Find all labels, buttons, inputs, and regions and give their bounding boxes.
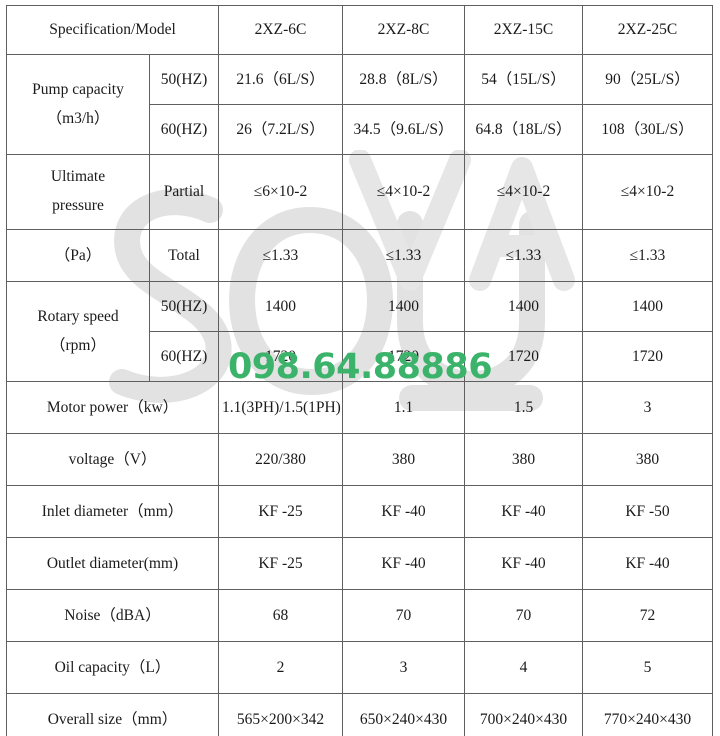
- ultimate-pressure-label-line2: pressure: [52, 197, 104, 214]
- pump-capacity-label-line2: （m3/h）: [46, 109, 110, 127]
- ultimate-pressure-partial-value-1: ≤6×10-2: [218, 154, 343, 230]
- pump-capacity-50hz-value-2: 28.8（8L/S）: [342, 54, 465, 105]
- rotary-speed-label-line1: Rotary speed: [37, 307, 119, 325]
- outlet-diameter-value-2: KF -40: [342, 537, 465, 590]
- rotary-speed-sub-60hz: 60(HZ): [149, 331, 219, 382]
- rotary-speed-60hz-value-4: 1720: [582, 331, 713, 382]
- ultimate-pressure-total-value-1: ≤1.33: [218, 229, 343, 282]
- table-header-row: Specification/Model 2XZ-6C 2XZ-8C 2XZ-15…: [6, 5, 713, 55]
- row-label-noise: Noise（dBA）: [6, 589, 219, 642]
- inlet-diameter-value-4: KF -50: [582, 485, 713, 538]
- row-label-overall-size: Overall size（mm）: [6, 693, 219, 736]
- oil-capacity-value-3: 4: [464, 641, 583, 694]
- inlet-diameter-value-2: KF -40: [342, 485, 465, 538]
- row-label-ultimate-pressure: Ultimate pressure: [6, 154, 150, 230]
- voltage-value-4: 380: [582, 433, 713, 486]
- ultimate-pressure-label-line1: Ultimate: [50, 168, 106, 186]
- table-row: Pump capacity （m3/h） 50(HZ) 21.6（6L/S） 2…: [6, 54, 713, 155]
- pump-capacity-60hz-value-4: 108（30L/S）: [582, 104, 713, 155]
- rotary-speed-label-line2: （rpm）: [50, 336, 106, 354]
- pump-capacity-label-line1: Pump capacity: [32, 80, 124, 98]
- ultimate-pressure-total-value-3: ≤1.33: [464, 229, 583, 282]
- table-row: Noise（dBA） 68 70 70 72: [6, 589, 713, 642]
- motor-power-value-3: 1.5: [464, 381, 583, 434]
- motor-power-value-1: 1.1(3PH)/1.5(1PH): [218, 381, 343, 434]
- pump-capacity-60hz-value-2: 34.5（9.6L/S）: [342, 104, 465, 155]
- oil-capacity-value-2: 3: [342, 641, 465, 694]
- pump-capacity-sub-50hz: 50(HZ): [149, 54, 219, 105]
- row-label-oil-capacity: Oil capacity（L）: [6, 641, 219, 694]
- pump-capacity-50hz-value-1: 21.6（6L/S）: [218, 54, 343, 105]
- overall-size-value-4: 770×240×430: [582, 693, 713, 736]
- noise-value-1: 68: [218, 589, 343, 642]
- table-row: Ultimate pressure Partial ≤6×10-2 ≤4×10-…: [6, 154, 713, 230]
- overall-size-value-1: 565×200×342: [218, 693, 343, 736]
- rotary-speed-60hz-value-3: 1720: [464, 331, 583, 382]
- header-model-3: 2XZ-15C: [464, 5, 583, 55]
- rotary-speed-50hz-value-3: 1400: [464, 281, 583, 332]
- table-row: voltage（V） 220/380 380 380 380: [6, 433, 713, 486]
- pump-capacity-60hz-value-3: 64.8（18L/S）: [464, 104, 583, 155]
- outlet-diameter-value-1: KF -25: [218, 537, 343, 590]
- header-model-2: 2XZ-8C: [342, 5, 465, 55]
- ultimate-pressure-sub-total: Total: [149, 229, 219, 282]
- motor-power-value-4: 3: [582, 381, 713, 434]
- header-model-1: 2XZ-6C: [218, 5, 343, 55]
- ultimate-pressure-total-value-2: ≤1.33: [342, 229, 465, 282]
- row-label-outlet-diameter: Outlet diameter(mm): [6, 537, 219, 590]
- pump-capacity-60hz-value-1: 26（7.2L/S）: [218, 104, 343, 155]
- ultimate-pressure-partial-value-3: ≤4×10-2: [464, 154, 583, 230]
- table-row: （Pa） Total ≤1.33 ≤1.33 ≤1.33 ≤1.33: [6, 229, 713, 282]
- rotary-speed-50hz-value-2: 1400: [342, 281, 465, 332]
- voltage-value-3: 380: [464, 433, 583, 486]
- table-row: Outlet diameter(mm) KF -25 KF -40 KF -40…: [6, 537, 713, 590]
- oil-capacity-value-1: 2: [218, 641, 343, 694]
- ultimate-pressure-total-value-4: ≤1.33: [582, 229, 713, 282]
- outlet-diameter-value-4: KF -40: [582, 537, 713, 590]
- row-label-inlet-diameter: Inlet diameter（mm）: [6, 485, 219, 538]
- ultimate-pressure-partial-value-2: ≤4×10-2: [342, 154, 465, 230]
- noise-value-4: 72: [582, 589, 713, 642]
- ultimate-pressure-partial-value-4: ≤4×10-2: [582, 154, 713, 230]
- motor-power-value-2: 1.1: [342, 381, 465, 434]
- voltage-value-1: 220/380: [218, 433, 343, 486]
- overall-size-value-3: 700×240×430: [464, 693, 583, 736]
- table-row: Oil capacity（L） 2 3 4 5: [6, 641, 713, 694]
- rotary-speed-60hz-value-1: 1720: [218, 331, 343, 382]
- pump-capacity-sub-60hz: 60(HZ): [149, 104, 219, 155]
- oil-capacity-value-4: 5: [582, 641, 713, 694]
- overall-size-value-2: 650×240×430: [342, 693, 465, 736]
- inlet-diameter-value-3: KF -40: [464, 485, 583, 538]
- row-label-pump-capacity: Pump capacity （m3/h）: [6, 54, 150, 155]
- table-row: Inlet diameter（mm） KF -25 KF -40 KF -40 …: [6, 485, 713, 538]
- ultimate-pressure-sub-partial: Partial: [149, 154, 219, 230]
- table-row: Motor power（kw） 1.1(3PH)/1.5(1PH) 1.1 1.…: [6, 381, 713, 434]
- rotary-speed-60hz-value-2: 1720: [342, 331, 465, 382]
- header-model-4: 2XZ-25C: [582, 5, 713, 55]
- row-label-pressure-unit: （Pa）: [6, 229, 150, 282]
- row-label-voltage: voltage（V）: [6, 433, 219, 486]
- noise-value-2: 70: [342, 589, 465, 642]
- voltage-value-2: 380: [342, 433, 465, 486]
- pump-capacity-50hz-value-3: 54（15L/S）: [464, 54, 583, 105]
- row-label-rotary-speed: Rotary speed （rpm）: [6, 281, 150, 382]
- specification-table: Specification/Model 2XZ-6C 2XZ-8C 2XZ-15…: [6, 5, 713, 736]
- table-row: Overall size（mm） 565×200×342 650×240×430…: [6, 693, 713, 736]
- header-label: Specification/Model: [6, 5, 219, 55]
- table-row: 60(HZ) 26（7.2L/S） 34.5（9.6L/S） 64.8（18L/…: [7, 104, 713, 155]
- row-label-motor-power: Motor power（kw）: [6, 381, 219, 434]
- pump-capacity-50hz-value-4: 90（25L/S）: [582, 54, 713, 105]
- table-row: Rotary speed （rpm） 50(HZ) 1400 1400 1400…: [6, 281, 713, 382]
- outlet-diameter-value-3: KF -40: [464, 537, 583, 590]
- inlet-diameter-value-1: KF -25: [218, 485, 343, 538]
- rotary-speed-50hz-value-4: 1400: [582, 281, 713, 332]
- noise-value-3: 70: [464, 589, 583, 642]
- rotary-speed-50hz-value-1: 1400: [218, 281, 343, 332]
- rotary-speed-sub-50hz: 50(HZ): [149, 281, 219, 332]
